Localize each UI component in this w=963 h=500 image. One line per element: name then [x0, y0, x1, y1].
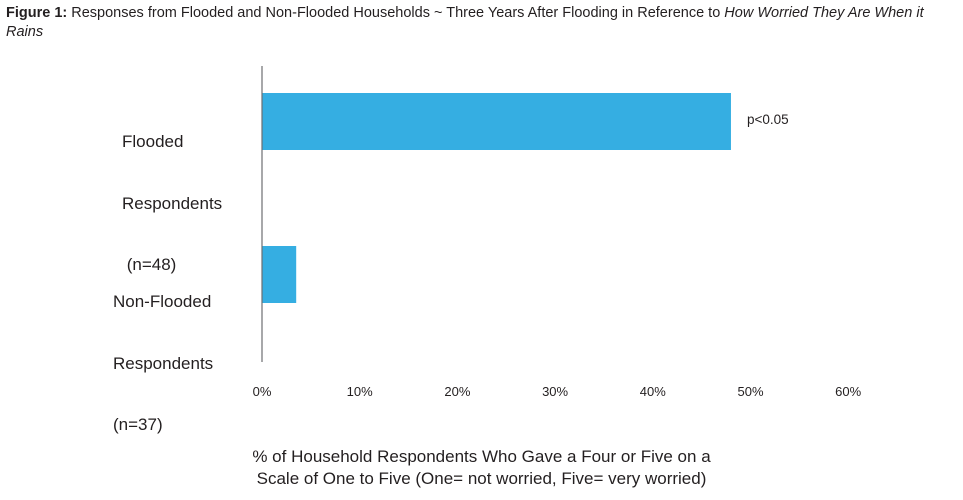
category-label-line: Non-Flooded: [113, 292, 212, 311]
x-axis-label-line: Scale of One to Five (One= not worried, …: [256, 469, 707, 488]
bar-flooded: [262, 93, 731, 150]
category-label-line: (n=37): [113, 415, 163, 434]
category-label-flooded: Flooded Respondents (n=48): [122, 91, 222, 296]
category-label-line: Flooded: [122, 132, 184, 151]
figure-title: Figure 1: Responses from Flooded and Non…: [6, 4, 958, 42]
category-label-non-flooded: Non-Flooded Respondents (n=37): [113, 251, 213, 456]
category-label-line: Respondents: [122, 193, 223, 213]
significance-annotation: p<0.05: [747, 112, 789, 127]
bar-non-flooded: [262, 246, 297, 303]
figure-title-text: Responses from Flooded and Non-Flooded H…: [67, 5, 725, 21]
x-tick-label: 40%: [640, 384, 666, 399]
x-tick-label: 30%: [542, 384, 568, 399]
x-tick-label: 50%: [737, 384, 763, 399]
category-label-line: (n=48): [122, 255, 177, 274]
x-tick-label: 60%: [835, 384, 861, 399]
x-axis-label: % of Household Respondents Who Gave a Fo…: [0, 446, 963, 490]
x-tick-label: 20%: [444, 384, 470, 399]
x-axis-label-line: % of Household Respondents Who Gave a Fo…: [252, 447, 711, 466]
x-tick-label: 10%: [347, 384, 373, 399]
figure-title-italic: How Worried They Are When it Rains: [6, 5, 924, 40]
bar-chart: 0% 10% 20% 30% 40% 50% 60% p<0.05: [253, 66, 862, 399]
figure-label: Figure 1:: [6, 5, 68, 21]
x-tick-label: 0%: [253, 384, 272, 399]
category-label-line: Respondents: [113, 353, 214, 373]
